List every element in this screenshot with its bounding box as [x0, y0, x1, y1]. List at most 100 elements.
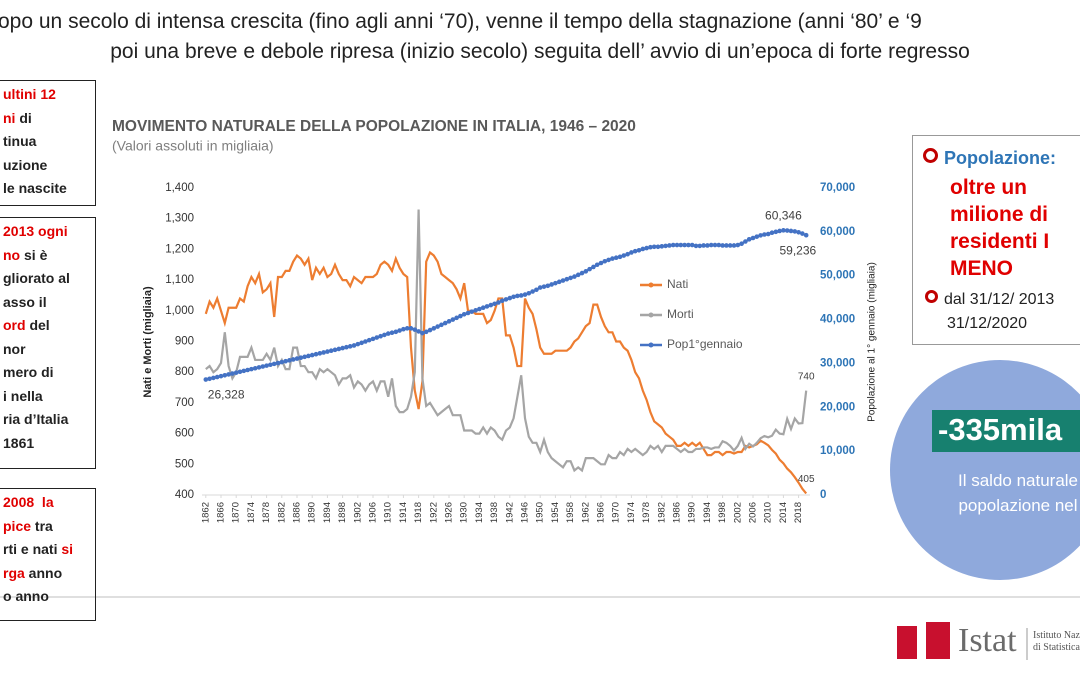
- series-point: [480, 305, 486, 311]
- note-text: ord: [3, 317, 26, 333]
- note-line: 2008 la: [3, 491, 95, 515]
- note-text: 1861: [3, 434, 35, 451]
- y2-tick-label: 60,000: [820, 226, 855, 238]
- x-tick-label: 2010: [763, 502, 774, 523]
- series-point: [640, 246, 646, 252]
- x-tick-label: 1994: [702, 502, 713, 523]
- x-tick-label: 1934: [474, 502, 485, 523]
- series-point: [283, 358, 288, 364]
- series-point: [727, 243, 733, 248]
- y-axis-label: Nati e Morti (migliaia): [142, 286, 154, 398]
- x-tick-label: 1890: [307, 502, 318, 523]
- note-text: ni: [3, 109, 16, 126]
- note-text: le nascite: [3, 180, 67, 196]
- series-point: [511, 294, 516, 300]
- population-heading: Popolazione:: [923, 148, 1056, 169]
- series-point: [781, 228, 786, 233]
- series-point: [564, 276, 570, 282]
- series-point: [507, 295, 513, 301]
- series-point: [477, 306, 482, 312]
- highlight-line: MENO: [950, 257, 1013, 280]
- logo-subtitle: Istituto Nazi di Statistica: [1033, 630, 1080, 654]
- series-point: [488, 302, 494, 308]
- series-point: [382, 332, 387, 338]
- series-point: [553, 280, 558, 286]
- series-point: [268, 362, 273, 368]
- series-point: [469, 309, 475, 314]
- heading-text: Popolazione:: [944, 148, 1056, 168]
- legend-swatch: [648, 282, 654, 288]
- note-text: gliorato al: [3, 270, 70, 286]
- note-line: tinua: [3, 130, 95, 154]
- x-tick-label: 1886: [292, 502, 303, 523]
- note-text: uzione: [3, 156, 48, 173]
- series-point: [218, 373, 224, 379]
- series-point: [754, 234, 760, 239]
- series-point: [560, 278, 566, 283]
- series-point: [731, 243, 737, 248]
- note-line: o anno: [3, 585, 95, 609]
- note-line: gliorato al: [3, 267, 95, 291]
- series-point: [701, 243, 706, 248]
- x-tick-label: 1898: [337, 502, 348, 523]
- series-point: [720, 243, 725, 248]
- note-text: o anno: [3, 588, 49, 604]
- caption-line: popolazione nel: [958, 496, 1078, 515]
- series-point: [549, 282, 554, 287]
- series-point: [617, 254, 623, 260]
- x-tick-label: 2018: [793, 502, 804, 523]
- series-point: [363, 339, 368, 344]
- y-tick-label: 1,200: [165, 243, 194, 255]
- series-point: [579, 270, 585, 276]
- balance-caption: Il saldo naturale popolazione nel: [918, 468, 1080, 518]
- series-point: [336, 346, 342, 352]
- note-line: ni di: [3, 107, 95, 131]
- x-tick-label: 1918: [413, 502, 424, 523]
- series-point: [450, 317, 456, 322]
- series-point: [435, 324, 440, 329]
- series-point: [397, 328, 402, 333]
- note-line: 2013 ogni: [3, 220, 95, 244]
- series-point: [610, 256, 615, 261]
- note-line: rti e nati si: [3, 538, 95, 562]
- highlight-line: residenti I: [950, 230, 1050, 253]
- population-box: Popolazione: oltre un milione di residenti…: [912, 135, 1080, 345]
- note-line: uzione: [3, 154, 95, 178]
- x-tick-label: 1978: [641, 502, 652, 523]
- x-tick-label: 1902: [352, 502, 363, 523]
- x-tick-label: 1982: [656, 502, 667, 523]
- note-text: i nella: [3, 387, 43, 404]
- series-point: [803, 232, 809, 238]
- series-point: [784, 228, 790, 233]
- note-text: no: [3, 246, 21, 263]
- note-line: mero di: [3, 361, 95, 385]
- series-point: [621, 253, 627, 258]
- note-text: anno: [24, 564, 63, 581]
- legend-label: Nati: [667, 277, 688, 291]
- note-line: pice tra: [3, 515, 95, 539]
- x-tick-label: 1938: [489, 502, 500, 523]
- data-label: 740: [798, 371, 815, 382]
- series-point: [515, 293, 520, 299]
- note-line: 1861: [3, 432, 95, 456]
- series-point: [321, 350, 326, 355]
- series-point: [378, 333, 383, 339]
- x-tick-label: 1942: [504, 502, 515, 523]
- series-point: [796, 229, 801, 235]
- series-point: [724, 243, 729, 248]
- series-point: [458, 313, 463, 319]
- note-text: nor: [3, 340, 26, 357]
- series-point: [556, 279, 562, 285]
- x-tick-label: 1914: [398, 502, 409, 523]
- series-point: [583, 269, 589, 274]
- legend-swatch: [648, 342, 654, 348]
- series-point: [602, 258, 608, 264]
- note-text: 2008 la: [3, 494, 54, 510]
- series-point: [648, 244, 653, 250]
- series-point: [214, 374, 220, 380]
- series-point: [427, 327, 433, 333]
- x-tick-label: 1946: [520, 502, 531, 523]
- highlight-line: milione di: [950, 203, 1049, 226]
- series-point: [682, 242, 687, 248]
